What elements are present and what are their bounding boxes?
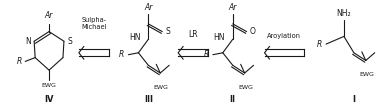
Text: Ar: Ar (45, 11, 53, 20)
Text: Aroylation: Aroylation (267, 33, 301, 39)
Text: R: R (17, 57, 22, 66)
Text: R: R (204, 50, 209, 59)
Text: Sulpha-
Michael: Sulpha- Michael (81, 17, 107, 30)
Text: III: III (144, 95, 153, 104)
Text: Ar: Ar (229, 3, 237, 12)
Text: II: II (230, 95, 236, 104)
Text: EWG: EWG (154, 85, 169, 90)
Text: I: I (352, 95, 356, 104)
Text: EWG: EWG (42, 83, 56, 88)
Text: S: S (166, 27, 171, 36)
Text: NH₂: NH₂ (337, 9, 351, 18)
Text: R: R (317, 40, 322, 49)
Text: EWG: EWG (359, 72, 374, 77)
Text: HN: HN (213, 33, 225, 42)
Text: S: S (67, 37, 72, 46)
Text: LR: LR (188, 30, 198, 39)
Text: Ar: Ar (144, 3, 152, 12)
Text: O: O (250, 27, 256, 36)
Text: N: N (25, 37, 31, 46)
Text: R: R (119, 50, 125, 59)
Text: EWG: EWG (238, 85, 253, 90)
Text: HN: HN (129, 33, 140, 42)
Text: IV: IV (44, 95, 54, 104)
